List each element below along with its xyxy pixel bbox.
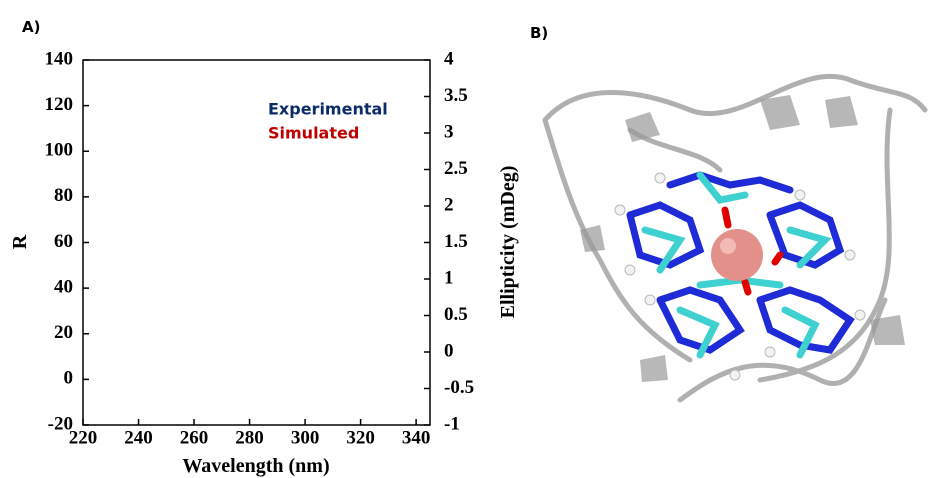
panel-label: A) bbox=[22, 18, 40, 36]
panel-label: B) bbox=[530, 24, 548, 42]
x-tick-label: 280 bbox=[235, 427, 264, 448]
y-tick-label: 80 bbox=[54, 185, 73, 206]
y2-tick-label: 4 bbox=[444, 48, 454, 69]
legend: Experimental Simulated bbox=[268, 100, 388, 143]
y-tick-label: 40 bbox=[54, 276, 73, 297]
y2-tick-label: 1 bbox=[444, 267, 454, 288]
y-axis-title: R bbox=[9, 234, 31, 249]
molecule-image bbox=[542, 73, 928, 403]
y2-tick-label: 2 bbox=[444, 194, 454, 215]
legend-entry: Experimental bbox=[268, 100, 388, 119]
y2-tick-label: -1 bbox=[444, 413, 460, 434]
x-tick-label: 340 bbox=[402, 427, 431, 448]
y-tick-label: -20 bbox=[48, 413, 73, 434]
y2-axis-title: Ellipticity (mDeg) bbox=[497, 166, 519, 319]
y2-tick-label: 0.5 bbox=[444, 304, 468, 325]
y2-tick-label: 0 bbox=[444, 340, 454, 361]
y2-tick-label: 3 bbox=[444, 121, 454, 142]
y2-tick-label: 3.5 bbox=[444, 85, 468, 106]
plot: 220 240 260 280 300 320 340-200204060801001201… bbox=[45, 48, 475, 448]
y-tick-label: 0 bbox=[64, 368, 74, 389]
x-tick-label: 320 bbox=[346, 427, 375, 448]
y-tick-label: 20 bbox=[54, 322, 73, 343]
y-tick-label: 140 bbox=[45, 48, 74, 69]
y2-tick-label: -0.5 bbox=[444, 377, 474, 398]
x-tick-label: 220 bbox=[69, 427, 98, 448]
x-tick-label: 240 bbox=[124, 427, 153, 448]
ion-sphere bbox=[711, 229, 763, 281]
y2-tick-label: 2.5 bbox=[444, 158, 468, 179]
x-tick-label: 260 bbox=[180, 427, 209, 448]
y-tick-label: 60 bbox=[54, 231, 73, 252]
y2-tick-label: 1.5 bbox=[444, 231, 468, 252]
x-tick-label: 300 bbox=[291, 427, 320, 448]
legend-entry: Simulated bbox=[268, 124, 359, 143]
y-tick-label: 100 bbox=[45, 140, 74, 161]
x-axis-title: Wavelength (nm) bbox=[182, 455, 329, 477]
y-tick-label: 120 bbox=[45, 94, 74, 115]
